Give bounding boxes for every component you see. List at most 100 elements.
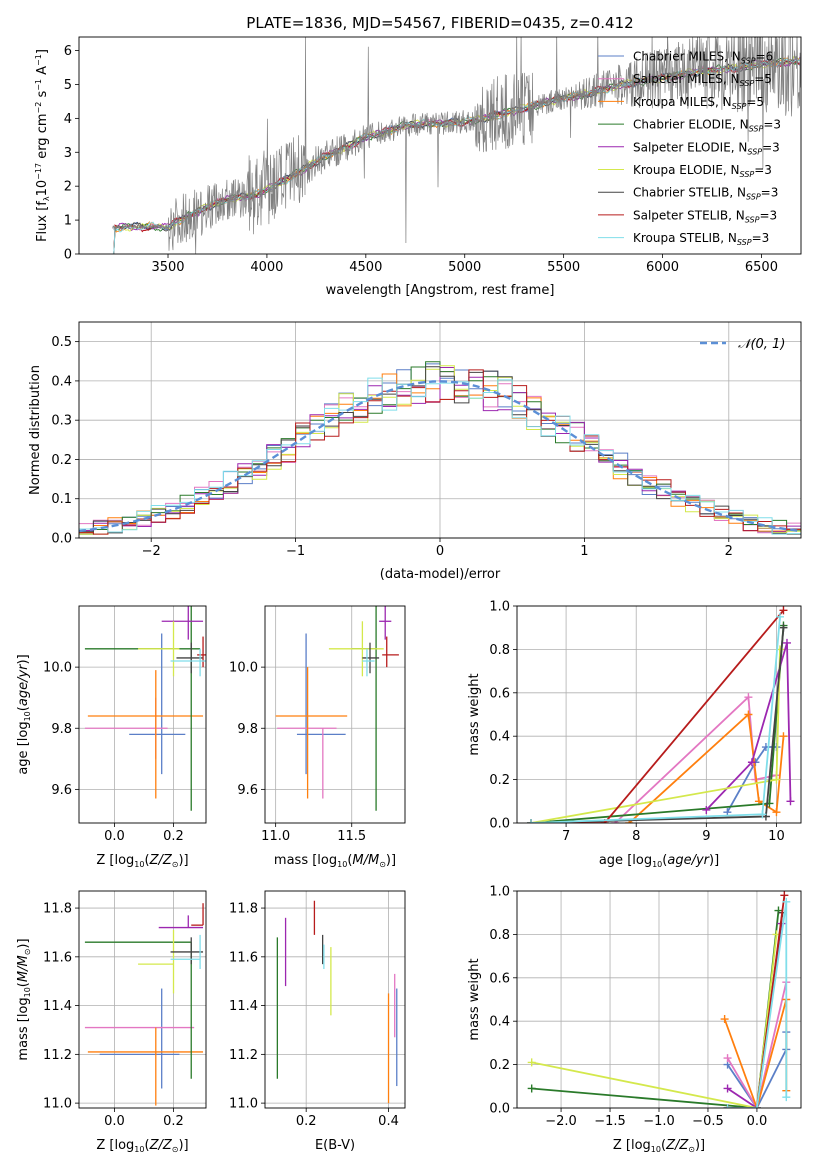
x-tick-label: 4000: [250, 260, 283, 275]
errorbar-kroupa_elodie: [328, 621, 384, 677]
weight-marker-chabrier_stelib: [779, 623, 788, 632]
weight-marker-salpeter_elodie: [747, 758, 756, 767]
axes-frame: [516, 605, 802, 824]
x-tick-label: −2: [142, 544, 161, 559]
y-tick-label: 4: [64, 112, 72, 127]
y-tick-label: 0.2: [489, 773, 510, 788]
y-tick-label: 11.2: [229, 1048, 258, 1063]
y-tick-label: 0.2: [489, 1058, 510, 1073]
y-tick-label: 5: [64, 78, 72, 93]
spectrum-panel: 3500 4000 4500 5000 5500 6000 6500 0 1 2 3 4 5 6 wavel…: [34, 36, 802, 298]
x-axis-label: Z [log10(Z/Z⊙)]: [96, 1138, 188, 1154]
y-tick-label: 0.0: [489, 1102, 510, 1117]
y-tick-label: 11.8: [43, 902, 72, 917]
legend-entry-kroupa_stelib: Kroupa STELIB, NSSP=3: [633, 231, 769, 247]
x-tick-label: 11.5: [337, 829, 366, 844]
age-vs-z-panel: 0.0 0.2 9.6 9.8 10.0 Z [log10(Z/Z⊙)] age [log1…: [16, 605, 207, 869]
y-tick-label: 11.0: [43, 1097, 72, 1112]
y-tick-label: 0.5: [51, 335, 72, 350]
figure-title: PLATE=1836, MJD=54567, FIBERID=0435, z=0…: [246, 14, 633, 32]
model-spectrum-salpeter_elodie: [112, 56, 801, 254]
age-vs-mass-panel: 11.0 11.5 9.6 9.8 10.0 mass [log10(M/M⊙)]: [229, 605, 406, 869]
y-axis-label: mass weight: [467, 673, 482, 755]
weight-line-chabrier_miles: [726, 746, 777, 813]
errorbar-kroupa_miles: [87, 670, 204, 799]
model-spectrum-salpeter_stelib: [112, 59, 801, 254]
weight-marker-kroupa_stelib: [782, 1093, 791, 1102]
legend-entry-gauss: 𝒩(0, 1): [738, 337, 785, 352]
errorbar-chabrier_stelib: [176, 642, 204, 674]
y-tick-label: 11.6: [43, 950, 72, 965]
x-tick-label: 0.0: [104, 829, 125, 844]
x-tick-label: 0: [436, 544, 444, 559]
y-tick-label: 11.8: [229, 902, 258, 917]
x-tick-label: 3500: [151, 260, 184, 275]
weight-marker-kroupa_elodie: [527, 1058, 536, 1067]
x-axis-label: Z [log10(Z/Z⊙)]: [613, 1138, 705, 1154]
axes-frame: [78, 605, 207, 824]
y-tick-label: 11.6: [229, 950, 258, 965]
weight-line-chabrier_elodie: [531, 910, 780, 1108]
x-tick-label: 5000: [448, 260, 481, 275]
errorbar-salpeter_stelib: [197, 636, 206, 668]
errorbar-chabrier_elodie: [84, 941, 192, 1079]
errorbar-kroupa_stelib: [170, 934, 201, 970]
legend-entry-kroupa_miles: Kroupa MILES, NSSP=5: [633, 95, 764, 111]
y-tick-label: 9.8: [51, 722, 72, 737]
model-spectrum-salpeter_miles: [112, 59, 801, 254]
y-tick-label: 0.2: [51, 453, 72, 468]
legend-entry-salpeter_elodie: Salpeter ELODIE, NSSP=3: [633, 140, 780, 156]
y-tick-label: 0.4: [489, 730, 510, 745]
x-tick-label: 10: [768, 829, 785, 844]
mass-vs-ebv-panel: 0.2 0.4 11.0 11.2 11.4 11.6 11.8 E(B-V): [229, 890, 406, 1153]
y-axis-label: Flux [fλ10−17 erg cm−2 s−1 A−1]: [34, 49, 51, 242]
y-tick-label: 0.1: [51, 492, 72, 507]
weight-marker-salpeter_elodie: [702, 805, 711, 814]
legend-entry-chabrier_miles: Chabrier MILES, NSSP=6: [633, 50, 773, 66]
errorbar-kroupa_elodie: [138, 621, 180, 677]
x-tick-label: 0.4: [378, 1114, 399, 1129]
x-tick-label: 6500: [745, 260, 778, 275]
errorbar-kroupa_stelib: [362, 648, 375, 677]
errorbar-salpeter_elodie: [161, 606, 204, 640]
histogram-kroupa_stelib: [79, 377, 801, 535]
y-axis-label: mass weight: [467, 958, 482, 1040]
errorbar-kroupa_stelib: [170, 648, 206, 677]
x-tick-label: 7: [562, 829, 570, 844]
y-tick-label: 11.0: [229, 1097, 258, 1112]
weight-marker-kroupa_miles: [772, 808, 781, 817]
axes-frame: [78, 890, 207, 1109]
weight-marker-salpeter_elodie: [786, 797, 795, 806]
errorbar-chabrier_stelib: [170, 937, 204, 965]
axes-frame: [516, 890, 802, 1109]
errorbar-chabrier_miles: [296, 633, 346, 775]
y-tick-label: 0.4: [489, 1015, 510, 1030]
weight-marker-kroupa_stelib: [758, 810, 767, 819]
y-tick-label: 0.0: [489, 817, 510, 832]
y-tick-label: 0.6: [489, 971, 510, 986]
errorbar-salpeter_miles: [277, 727, 337, 799]
errorbar-chabrier_stelib: [362, 642, 380, 674]
errorbar-salpeter_elodie: [158, 915, 204, 929]
massweight-vs-age-panel: 7 8 9 10 0.0 0.2 0.4 0.6 0.8 1.0 mass weight age [l…: [467, 600, 802, 869]
errorbar-kroupa_elodie: [138, 930, 175, 994]
weight-marker-salpeter_stelib: [779, 606, 788, 615]
x-tick-label: 9: [702, 829, 710, 844]
weight-marker-salpeter_miles: [744, 693, 753, 702]
x-axis-label: (data-model)/error: [380, 567, 501, 582]
x-axis-label: mass [log10(M/M⊙)]: [274, 853, 396, 869]
x-tick-label: −1: [286, 544, 305, 559]
x-tick-label: 0.0: [747, 1114, 768, 1129]
histogram-salpeter_stelib: [79, 369, 801, 535]
y-tick-label: 3: [64, 146, 72, 161]
weight-marker-kroupa_elodie: [772, 775, 781, 784]
weight-marker-chabrier_elodie: [527, 1084, 536, 1093]
x-axis-label: wavelength [Angstrom, rest frame]: [326, 283, 555, 298]
data-spectrum: [112, 37, 801, 254]
y-tick-label: 11.4: [229, 999, 258, 1014]
x-tick-label: −1.5: [594, 1114, 626, 1129]
weight-marker-kroupa_stelib: [782, 897, 791, 906]
weight-marker-kroupa_miles: [720, 1015, 729, 1024]
histogram-salpeter_elodie: [79, 367, 801, 533]
